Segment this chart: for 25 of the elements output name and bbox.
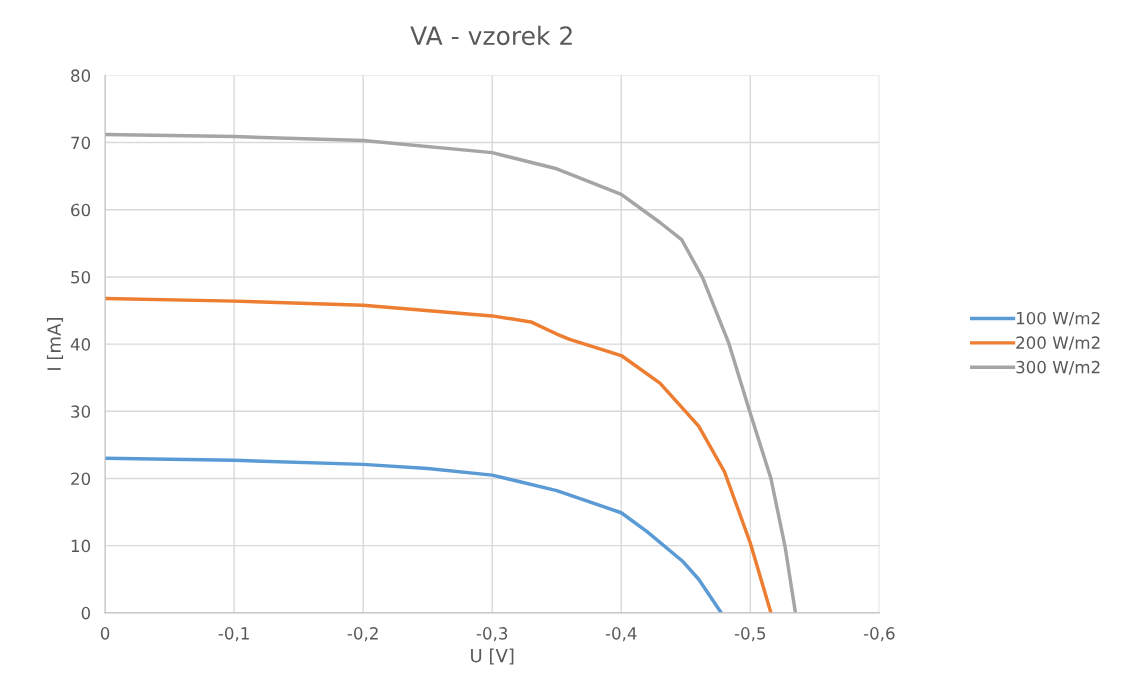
y-tick-label: 30: [71, 405, 91, 418]
x-tick-label: -0,1: [218, 627, 249, 642]
line-series: [105, 296, 773, 613]
y-tick-label: 20: [71, 472, 91, 486]
line-series: [105, 456, 723, 613]
x-tick-label: -0,5: [734, 627, 766, 642]
x-tick-label: -0,2: [347, 627, 378, 642]
legend-label: 200 W/m2: [1016, 336, 1100, 351]
x-tick-label: -0,6: [863, 627, 895, 642]
x-axis-title: U [V]: [471, 648, 514, 665]
legend-label: 300 W/m2: [1016, 360, 1100, 375]
y-tick-label: 70: [71, 136, 91, 150]
y-tick-label: 40: [70, 338, 91, 351]
chart-title: VA - vzorek 2: [410, 25, 572, 46]
y-tick-label: 80: [71, 69, 91, 82]
y-tick-label: 60: [71, 203, 91, 217]
y-axis-title: I [mA]: [46, 318, 64, 370]
line-series: [105, 132, 798, 613]
x-tick-label: -0,4: [605, 627, 637, 642]
legend-label: 100 W/m2: [1016, 311, 1100, 326]
y-tick-label: 50: [71, 270, 91, 284]
y-tick-label: 10: [71, 539, 91, 553]
y-tick-label: 0: [81, 606, 91, 620]
x-tick-label: 0: [100, 627, 110, 640]
x-tick-label: -0,3: [476, 627, 508, 642]
